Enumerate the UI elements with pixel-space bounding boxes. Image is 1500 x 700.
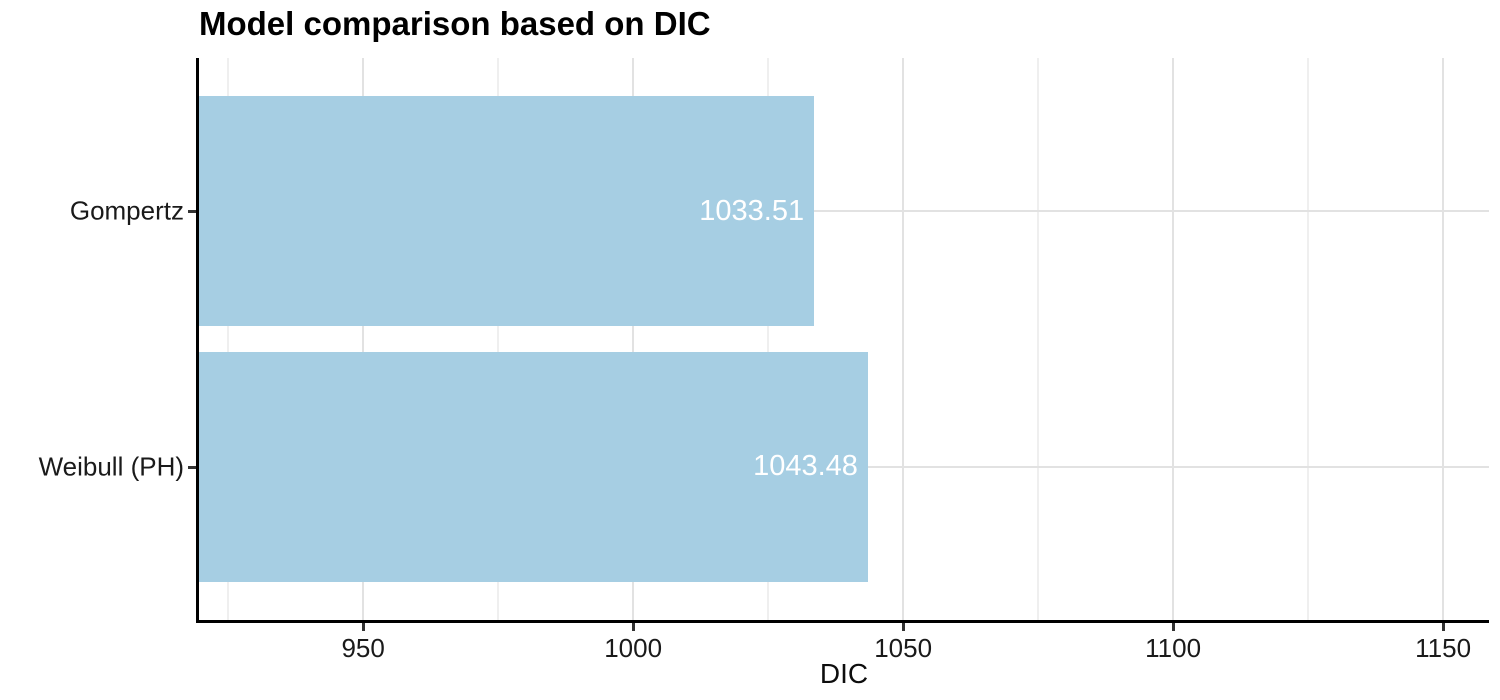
x-tick: [902, 623, 906, 631]
x-axis-line: [196, 620, 1489, 623]
y-axis-line: [196, 58, 199, 623]
x-tick: [1172, 623, 1176, 631]
x-tick: [1442, 623, 1446, 631]
x-axis-title: DIC: [819, 658, 869, 689]
bar: 1043.48: [199, 351, 868, 582]
grid-major-line: [1442, 58, 1445, 620]
grid-minor-line: [227, 58, 230, 620]
y-axis-label: Weibull (PH): [38, 451, 184, 482]
grid-minor-line: [497, 58, 500, 620]
x-tick: [362, 623, 366, 631]
y-tick: [188, 465, 196, 469]
grid-minor-line: [1307, 58, 1310, 620]
x-tick-label: 1050: [874, 633, 933, 663]
chart-title: Model comparison based on DIC: [199, 5, 711, 42]
bar-value-label: 1033.51: [699, 194, 805, 227]
category-gridline: [199, 210, 1489, 213]
x-tick-label: 1100: [1145, 633, 1202, 663]
y-axis-label: Gompertz: [69, 195, 184, 226]
bar: 1033.51: [199, 96, 815, 327]
x-tick-label: 950: [341, 633, 385, 663]
grid-minor-line: [1037, 58, 1040, 620]
grid-minor-line: [767, 58, 770, 620]
grid-major-line: [902, 58, 905, 620]
grid-major-line: [362, 58, 365, 620]
x-tick: [632, 623, 636, 631]
x-tick-label: 1000: [604, 633, 663, 663]
grid-major-line: [632, 58, 635, 620]
bar-value-label: 1043.48: [753, 450, 858, 483]
y-tick: [188, 210, 196, 214]
grid-major-line: [1172, 58, 1175, 620]
x-tick-label: 1150: [1415, 633, 1472, 663]
